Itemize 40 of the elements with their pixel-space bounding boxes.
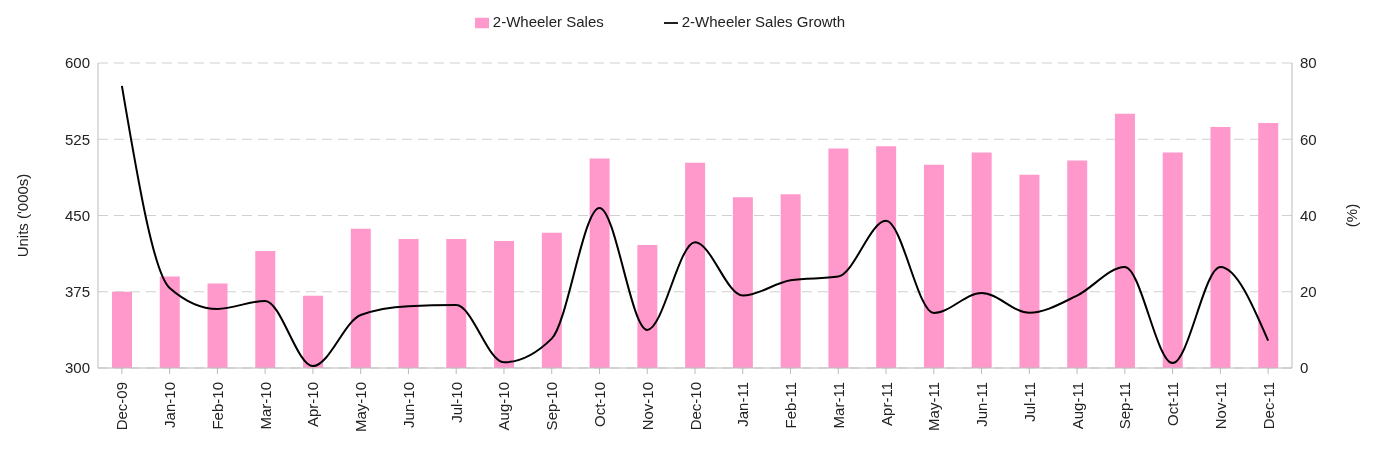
x-tick-label: Jun-11 [973,382,991,427]
y-tick-label: 600 [64,54,90,72]
x-tick-label: Jan-11 [734,382,752,427]
line-series [120,84,1270,368]
y2-tick-label: 40 [1300,206,1317,224]
y-tick-label: 300 [64,359,90,377]
x-tick-label: Jul-11 [1020,382,1038,422]
x-tick-label: Sep-11 [1116,382,1134,430]
x-tick-label: Dec-09 [113,382,131,431]
x-tick-label: Jan-10 [161,382,179,428]
y2-tick-label: 20 [1300,283,1317,301]
x-tick-label: Mar-10 [256,382,274,430]
x-tick-label: Jul-10 [447,382,465,423]
x-tick-label: May-11 [925,382,943,431]
x-tick-label: Oct-10 [590,382,608,428]
y-tick-label: 375 [64,283,90,301]
y2-tick-label: 60 [1300,130,1317,148]
x-tick-label: Aug-11 [1068,382,1086,430]
x-tick-label: Feb-11 [782,382,800,429]
y-tick-label: 525 [64,130,90,148]
x-tick-label: Dec-10 [686,382,704,431]
x-tick-label: May-10 [352,382,370,433]
y-axis-title: Units ('000s) [14,173,32,258]
x-tick-label: Oct-11 [1164,382,1182,426]
legend-label: 2-Wheeler Sales [492,13,604,30]
x-tick-label: Mar-11 [829,382,847,429]
legend-label: 2-Wheeler Sales Growth [681,13,846,30]
x-tick-label: Nov-11 [1211,382,1229,430]
x-tick-label: Nov-10 [638,382,656,431]
x-tick-label: Apr-10 [304,382,322,428]
x-tick-label: Dec-11 [1259,382,1277,430]
y-tick-label: 450 [64,206,90,224]
x-tick-label: Aug-10 [495,382,513,431]
x-tick-label: Sep-10 [543,382,561,431]
y2-tick-label: 0 [1300,359,1309,377]
x-tick-label: Feb-10 [208,382,226,430]
y2-tick-label: 80 [1300,54,1317,72]
x-tick-label: Apr-11 [877,382,895,426]
y2-axis-title: (%) [1343,203,1361,228]
x-tick-label: Jun-10 [399,382,417,428]
